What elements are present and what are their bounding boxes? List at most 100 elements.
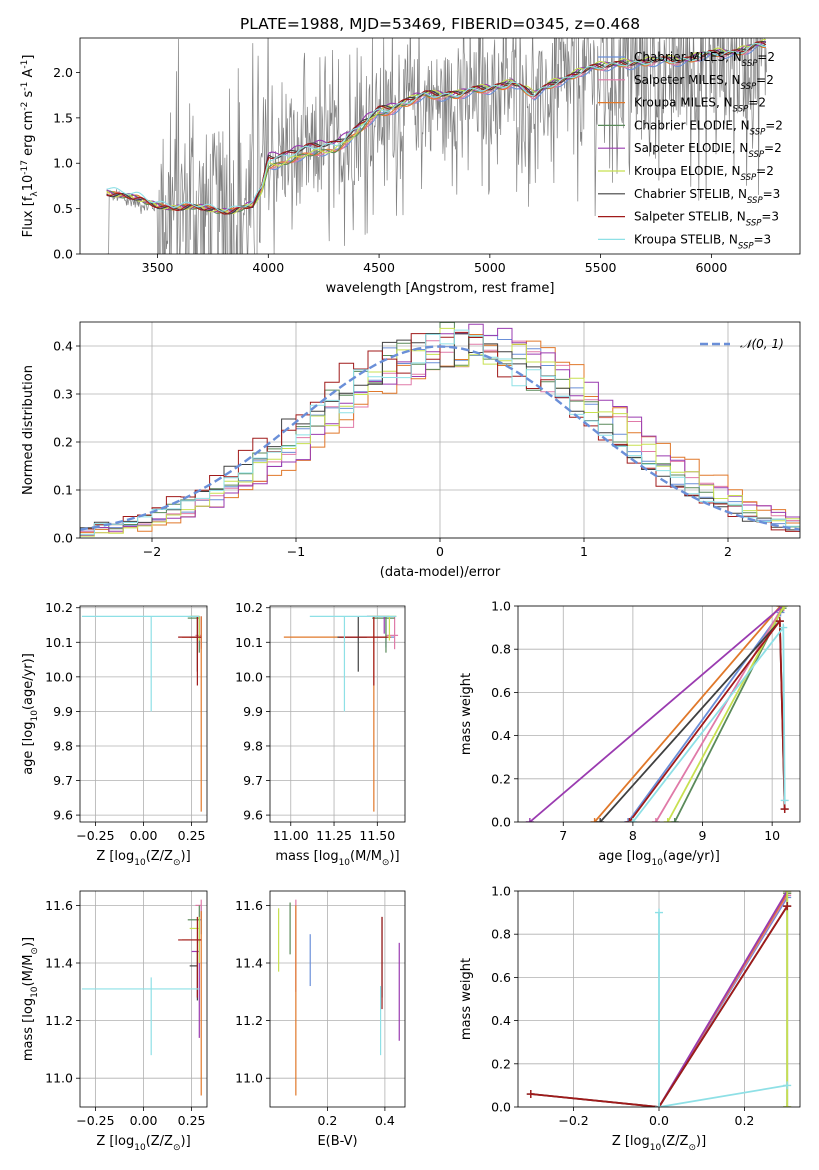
x-tick-label: 9 (699, 828, 707, 843)
label-text: Z [log (612, 1134, 650, 1149)
x-tick-label: 0.00 (130, 828, 158, 843)
weight-salpeter-stelib (625, 617, 789, 822)
errorbar-chabrier-stelib (189, 951, 198, 1001)
x-tick-label: 0.25 (178, 1113, 206, 1128)
weight-marker (775, 617, 784, 626)
weight-marker (779, 606, 788, 610)
y-tick-label: 11.4 (45, 956, 73, 971)
errorbar-salpeter-stelib (178, 616, 202, 686)
legend-label: Salpeter ELODIE, N (634, 141, 748, 155)
axis-frame (79, 321, 801, 539)
axis-frame (79, 37, 801, 255)
y-axis-label: Flux [fλ10-17 erg cm-2 s-1 A-1] (20, 55, 40, 238)
label-subscript: ⊙ (173, 858, 181, 868)
y-axis-label: mass weight (459, 673, 474, 755)
y-tick-label: 9.7 (53, 773, 73, 788)
errorbar-chabrier-elodie (372, 616, 395, 653)
legend-entry: Salpeter MILES, NSSP=2 (634, 73, 774, 92)
y-tick-label: 0.1 (53, 483, 73, 498)
axes-mass-age: 11.00 11.25 11.50 9.6 9.7 9.8 9.9 10.0 10.1 10.2 m… (235, 600, 406, 868)
x-tick-label: 2 (724, 544, 732, 559)
decorations: −0.2 0.0 0.2 0.0 0.2 0.4 0.6 0.8 1.0 Z [log10(Z/Z… (459, 884, 801, 1153)
y-tick-label: 10.2 (235, 600, 263, 615)
figure-title: PLATE=1988, MJD=53469, FIBERID=0345, z=0… (240, 15, 640, 33)
weight-marker (596, 818, 605, 822)
errorbar-salpeter-elodie (191, 615, 200, 634)
legend-entry: Kroupa MILES, NSSP=2 (634, 96, 766, 115)
legend-subscript: SSP (733, 105, 749, 115)
plot-area (525, 606, 789, 822)
y-tick-label: 0.8 (491, 927, 511, 942)
weight-line (658, 912, 788, 1107)
axis-frame (517, 890, 801, 1108)
x-tick-label: 8 (629, 828, 637, 843)
x-tick-label: 4000 (252, 260, 284, 275)
errorbar-salpeter-stelib (339, 616, 388, 686)
y-tick-label: 0.6 (491, 970, 511, 985)
x-tick-label: 0.4 (375, 1113, 395, 1128)
legend-suffix: =2 (756, 73, 774, 87)
weight-marker (783, 1081, 792, 1090)
weight-chabrier-miles (624, 608, 785, 822)
label-text: ] (21, 55, 36, 60)
legend-suffix: =3 (763, 187, 781, 201)
label-text: )] (21, 937, 36, 947)
x-tick-label: 11.25 (316, 828, 352, 843)
y-tick-label: 10.2 (45, 600, 73, 615)
y-tick-label: 11.2 (45, 1013, 73, 1028)
weight-marker (590, 818, 599, 822)
weight-marker (780, 796, 789, 805)
label-subscript: ⊙ (30, 947, 40, 955)
errorbar-chabrier-stelib (337, 616, 367, 672)
y-tick-label: 11.2 (235, 1013, 263, 1028)
label-text: 10 (21, 175, 36, 192)
weight-marker (526, 1090, 535, 1099)
decorations: 11.00 11.25 11.50 9.6 9.7 9.8 9.9 10.0 10.1 10.2 m… (235, 600, 406, 868)
y-tick-label: 2.0 (53, 65, 73, 80)
plot-area (81, 899, 202, 1096)
y-axis-label: age [log10(age/yr)] (21, 653, 40, 775)
x-axis-label: age [log10(age/yr)] (598, 849, 720, 868)
decorations: −0.25 0.00 0.25 9.6 9.7 9.8 9.9 10.0 10.1 10.2 Z [… (21, 600, 208, 868)
observed-spectrum-line (106, 38, 767, 254)
x-tick-label: 11.00 (273, 828, 309, 843)
legend-entry: Salpeter ELODIE, NSSP=2 (634, 141, 782, 160)
label-text: wavelength [Angstrom, rest frame] (326, 281, 555, 296)
label-subscript: ⊙ (688, 1143, 696, 1153)
label-subscript: 10 (339, 858, 351, 868)
decorations: 0.2 0.4 11.0 11.2 11.4 11.6 E(B-V) (235, 890, 406, 1149)
weight-line (529, 606, 784, 822)
weight-kroupa-stelib (628, 623, 789, 822)
label-text: mass weight (459, 958, 474, 1040)
axis-frame (79, 605, 208, 823)
plot-area (80, 322, 800, 538)
label-subscript: ⊙ (382, 858, 390, 868)
y-tick-label: 0.4 (53, 339, 73, 354)
y-tick-label: 11.4 (235, 956, 263, 971)
y-tick-label: 9.6 (243, 808, 263, 823)
y-tick-label: 0.8 (491, 642, 511, 657)
x-tick-label: −0.2 (558, 1113, 588, 1128)
x-tick-label: 0.2 (735, 1113, 755, 1128)
label-text: )] (389, 849, 399, 864)
y-tick-label: 9.7 (243, 773, 263, 788)
errorbar-kroupa-stelib (81, 977, 200, 1056)
errorbar-salpeter-miles (195, 616, 202, 650)
legend-suffix: =3 (761, 210, 779, 224)
legend-label: Kroupa ELODIE, N (634, 164, 741, 178)
legend-entry: Chabrier STELIB, NSSP=3 (634, 187, 780, 206)
legend-entry: 𝒩(0, 1) (740, 337, 784, 351)
plot-area (81, 615, 202, 812)
plot-area (106, 38, 767, 254)
axes-residuals: −2 −1 0 1 2 0.0 0.1 0.2 0.3 0.4 (data-model)/error… (21, 321, 801, 580)
legend-entry: Chabrier MILES, NSSP=2 (634, 50, 775, 69)
weight-kroupa-elodie (783, 891, 792, 1107)
y-tick-label: 0.0 (491, 815, 511, 830)
axis-frame (79, 890, 208, 1108)
y-tick-label: 11.6 (45, 898, 73, 913)
weight-marker (780, 805, 789, 814)
label-text: (M/M (21, 955, 36, 987)
weight-line (593, 606, 782, 822)
weight-kroupa-stelib (655, 908, 792, 1107)
